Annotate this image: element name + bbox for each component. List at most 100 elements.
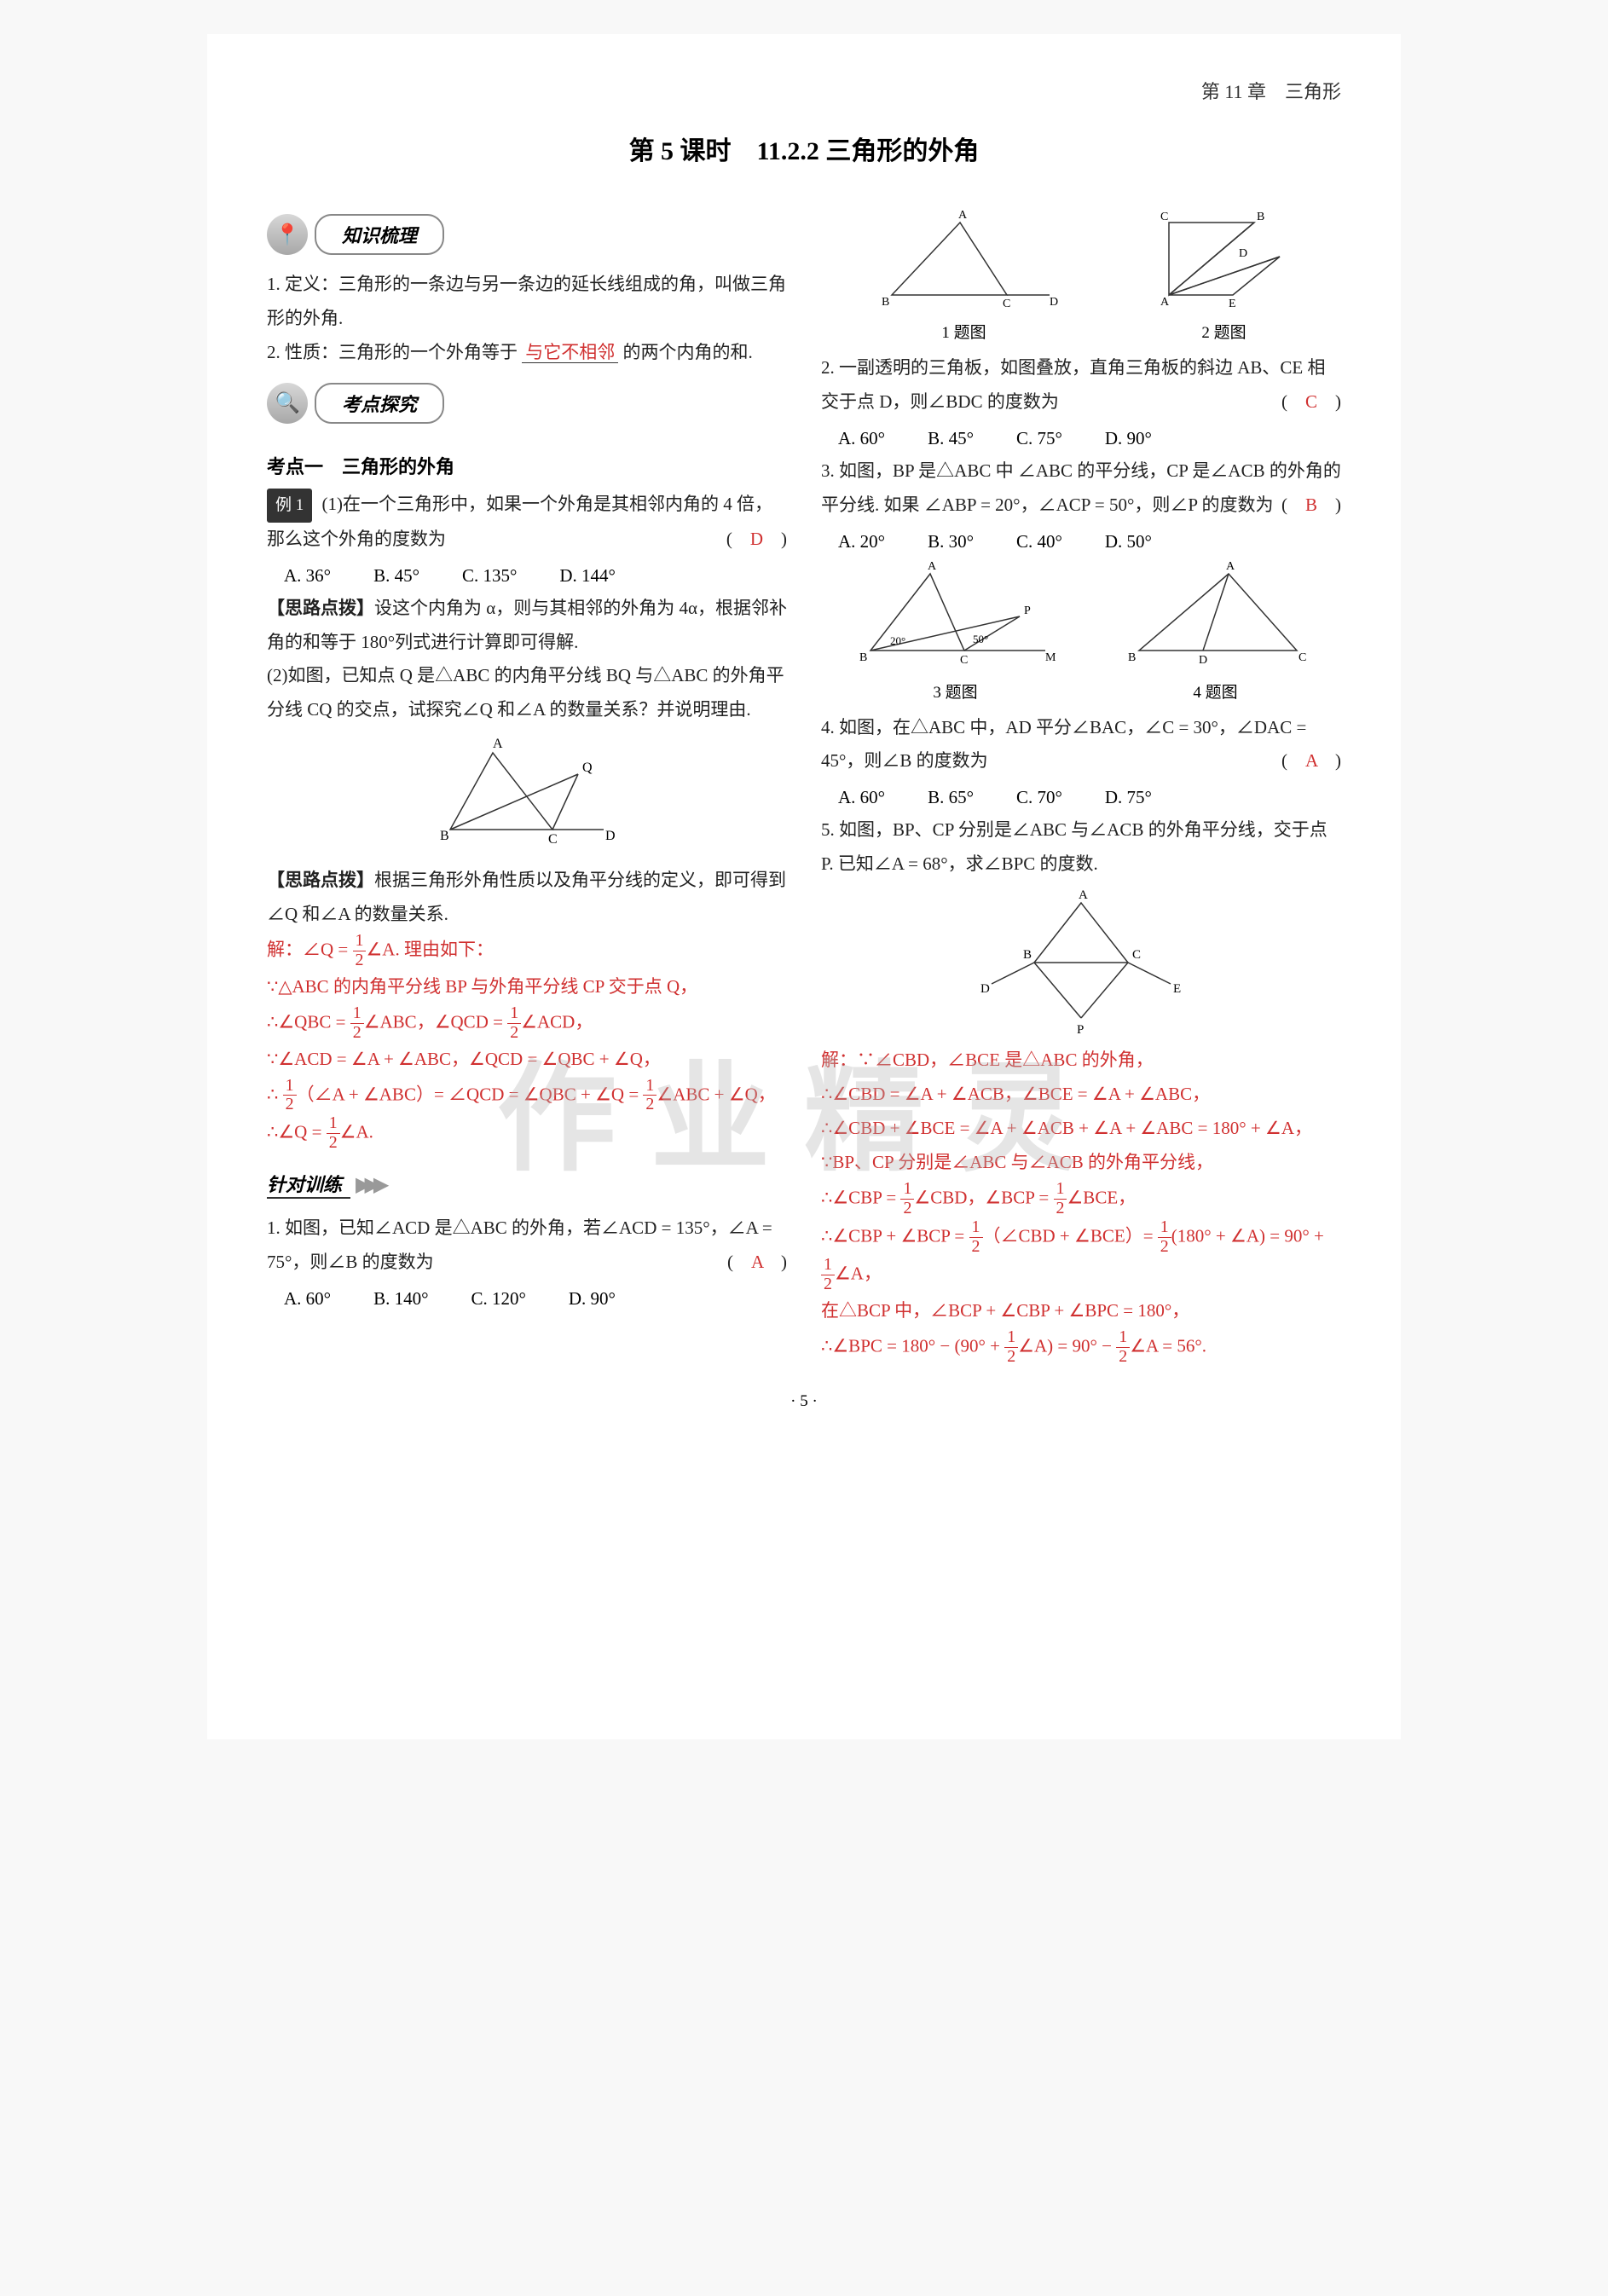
svg-text:50°: 50°	[973, 633, 988, 645]
question-1: 1. 如图，已知∠ACD 是△ABC 的外角，若∠ACD = 135°，∠A =…	[267, 1212, 787, 1280]
svg-text:A: A	[958, 210, 968, 222]
opt-b: B. 65°	[928, 787, 974, 808]
svg-text:Q: Q	[582, 761, 593, 775]
opt-c: C. 120°	[471, 1288, 525, 1310]
svg-text:P: P	[1077, 1023, 1084, 1035]
svg-text:C: C	[548, 832, 558, 847]
def2-part-a: 2. 性质：三角形的一个外角等于	[267, 342, 518, 362]
figure-5: A B C D E P	[970, 890, 1192, 1035]
opt-a: A. 60°	[838, 787, 885, 808]
opt-c: C. 40°	[1016, 531, 1062, 552]
ex1-1-answer-paren: ( D )	[726, 523, 787, 557]
svg-text:A: A	[928, 561, 937, 573]
figure-4: A B D C	[1118, 561, 1314, 672]
chapter-header: 第 11 章 三角形	[267, 77, 1341, 104]
q5-sol-6: 在△BCP 中，∠BCP + ∠CBP + ∠BPC = 180°，	[821, 1294, 1341, 1328]
q2-options: A. 60° B. 45° C. 75° D. 90°	[838, 428, 1341, 449]
q3-answer: B	[1305, 494, 1317, 515]
svg-text:C: C	[1299, 651, 1306, 664]
left-column: 📍 知识梳理 1. 定义：三角形的一条边与另一条边的延长线组成的角，叫做三角形的…	[267, 201, 787, 1367]
fig3-caption: 3 题图	[849, 680, 1062, 703]
fill-in-blank-1: 与它不相邻	[522, 342, 618, 363]
figures-1-2: A B C D 1 题图 A C B	[821, 210, 1341, 343]
svg-text:A: A	[493, 737, 503, 751]
explore-badge: 🔍 考点探究	[267, 383, 444, 424]
svg-text:A: A	[1079, 890, 1088, 902]
q4-options: A. 60° B. 65° C. 70° D. 75°	[838, 787, 1341, 808]
opt-d: D. 90°	[1105, 428, 1152, 449]
def2-part-b: 的两个内角的和.	[623, 342, 753, 362]
opt-b: B. 45°	[928, 428, 974, 449]
figure-2-wrap: A C B E D 2 题图	[1152, 210, 1297, 343]
q5-sol-3: ∵BP、CP 分别是∠ABC 与∠ACB 的外角平分线，	[821, 1146, 1341, 1180]
opt-b: B. 140°	[373, 1288, 428, 1310]
q2-answer: C	[1305, 391, 1317, 412]
question-2: 2. 一副透明的三角板，如图叠放，直角三角板的斜边 AB、CE 相交于点 D，则…	[821, 351, 1341, 419]
sol-line-3: ∵∠ACD = ∠A + ∠ABC，∠QCD = ∠QBC + ∠Q，	[267, 1043, 787, 1077]
q2-text: 2. 一副透明的三角板，如图叠放，直角三角板的斜边 AB、CE 相交于点 D，则…	[821, 357, 1326, 412]
q1-options: A. 60° B. 140° C. 120° D. 90°	[284, 1288, 787, 1310]
svg-text:E: E	[1229, 298, 1236, 310]
fig1-caption: 1 题图	[866, 320, 1062, 343]
svg-text:E: E	[1173, 982, 1181, 996]
svg-text:B: B	[1128, 651, 1136, 664]
figure-ex1-2: A B C D Q	[425, 736, 629, 855]
definition-1: 1. 定义：三角形的一条边与另一条边的延长线组成的角，叫做三角形的外角.	[267, 268, 787, 336]
question-4: 4. 如图，在△ABC 中，AD 平分∠BAC，∠C = 30°，∠DAC = …	[821, 711, 1341, 779]
opt-a: A. 36°	[284, 565, 331, 587]
svg-text:B: B	[859, 651, 867, 664]
svg-text:C: C	[1003, 298, 1010, 310]
svg-text:D: D	[1050, 296, 1058, 309]
fig4-caption: 4 题图	[1118, 680, 1314, 703]
svg-text:B: B	[1023, 948, 1032, 962]
main-columns: 📍 知识梳理 1. 定义：三角形的一条边与另一条边的延长线组成的角，叫做三角形的…	[267, 201, 1341, 1367]
magnifier-icon: 🔍	[267, 383, 308, 424]
opt-c: C. 70°	[1016, 787, 1062, 808]
page: 作业精灵 第 11 章 三角形 第 5 课时 11.2.2 三角形的外角 📍 知…	[207, 34, 1401, 1739]
ex1-1-options: A. 36° B. 45° C. 135° D. 144°	[284, 565, 787, 587]
svg-text:P: P	[1024, 604, 1031, 617]
opt-b: B. 30°	[928, 531, 974, 552]
svg-text:M: M	[1045, 651, 1056, 664]
right-column: A B C D 1 题图 A C B	[821, 201, 1341, 1367]
figure-1: A B C D	[866, 210, 1062, 312]
q5-sol-7: ∴∠BPC = 180° − (90° + 12∠A) = 90° − 12∠A…	[821, 1328, 1341, 1367]
kaodian-1-title: 考点一 三角形的外角	[267, 452, 787, 479]
example-label: 例 1	[267, 489, 312, 523]
svg-text:C: C	[1160, 211, 1168, 223]
opt-c: C. 135°	[462, 565, 517, 587]
svg-text:A: A	[1160, 296, 1170, 309]
q4-answer: A	[1305, 750, 1317, 771]
q5-sol-5: ∴∠CBP + ∠BCP = 12（∠CBD + ∠BCE）= 12(180° …	[821, 1218, 1341, 1295]
arrows-icon: ▶▶▶	[356, 1172, 382, 1197]
definition-2: 2. 性质：三角形的一个外角等于 与它不相邻 的两个内角的和.	[267, 336, 787, 370]
opt-c: C. 75°	[1016, 428, 1062, 449]
sol-line-4: ∴ 12（∠A + ∠ABC）= ∠QCD = ∠QBC + ∠Q = 12∠A…	[267, 1077, 787, 1115]
question-3: 3. 如图，BP 是△ABC 中 ∠ABC 的平分线，CP 是∠ACB 的外角的…	[821, 454, 1341, 523]
opt-b: B. 45°	[373, 565, 419, 587]
opt-d: D. 75°	[1105, 787, 1152, 808]
pin-icon: 📍	[267, 214, 308, 255]
opt-a: A. 20°	[838, 531, 885, 552]
example-1-2: (2)如图，已知点 Q 是△ABC 的内角平分线 BQ 与△ABC 的外角平分线…	[267, 659, 787, 727]
q5-sol-4: ∴∠CBP = 12∠CBD，∠BCP = 12∠BCE，	[821, 1180, 1341, 1218]
opt-a: A. 60°	[284, 1288, 331, 1310]
hint-1-label: 【思路点拨】	[267, 598, 374, 618]
q3-answer-paren: ( B )	[1281, 489, 1341, 523]
q2-answer-paren: ( C )	[1281, 385, 1341, 419]
figure-2: A C B E D	[1152, 210, 1297, 312]
lesson-title: 第 5 课时 11.2.2 三角形的外角	[267, 130, 1341, 167]
opt-d: D. 144°	[559, 565, 616, 587]
explore-label: 考点探究	[315, 383, 444, 424]
svg-text:D: D	[605, 829, 616, 843]
q3-text: 3. 如图，BP 是△ABC 中 ∠ABC 的平分线，CP 是∠ACB 的外角的…	[821, 460, 1341, 515]
svg-text:20°: 20°	[890, 634, 905, 647]
q1-answer-paren: ( A )	[727, 1246, 787, 1280]
opt-d: D. 90°	[569, 1288, 616, 1310]
figure-4-wrap: A B D C 4 题图	[1118, 561, 1314, 703]
hint-2-label: 【思路点拨】	[267, 870, 374, 890]
page-number: · 5 ·	[267, 1392, 1341, 1411]
sol-line-5: ∴∠Q = 12∠A.	[267, 1114, 787, 1153]
q3-options: A. 20° B. 30° C. 40° D. 50°	[838, 531, 1341, 552]
svg-text:A: A	[1226, 561, 1235, 573]
